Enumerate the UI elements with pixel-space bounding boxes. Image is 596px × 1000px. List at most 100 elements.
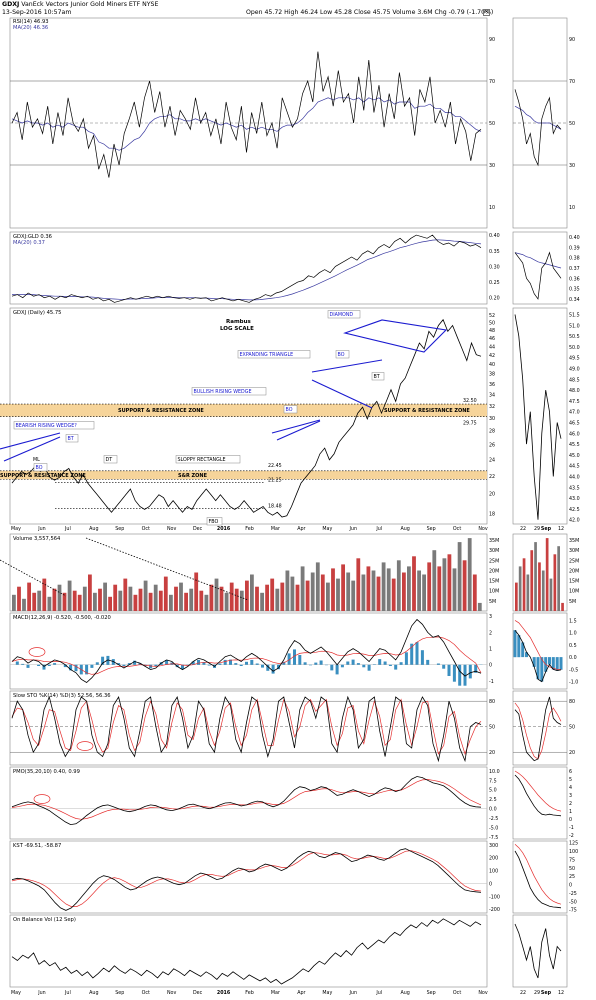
price-x-tick: Nov	[167, 526, 177, 532]
ratio-ma-legend: MA(20) 0.37	[13, 240, 45, 246]
macd-histogram-bar	[293, 649, 296, 665]
macd-histogram-bar	[426, 659, 430, 665]
inset-kst-axis-tick: -25	[569, 891, 577, 897]
pmo-axis-tick: 5.0	[489, 788, 497, 794]
inset-macd-signal-line	[514, 620, 561, 670]
macd-histogram-bar	[191, 661, 195, 665]
macd-histogram-bar	[303, 662, 307, 665]
price-x-tick: 2016	[217, 526, 231, 532]
inset-x-tick: 22	[520, 526, 526, 532]
price-axis-tick: 42	[489, 353, 495, 359]
pmo-axis-tick: -5.0	[489, 826, 498, 832]
inset-ratio-axis-tick: 0.37	[569, 266, 580, 272]
macd-axis-tick: 2	[489, 630, 492, 636]
inset-macd-histogram-bar	[559, 657, 563, 670]
inset-volume-bar	[557, 546, 560, 611]
sloppy-rectangle-label: SLOPPY RECTANGLE	[178, 457, 226, 463]
inset-volume-bar	[526, 574, 530, 611]
volume-bar	[143, 580, 148, 611]
pmo-axis-tick: 2.5	[489, 797, 497, 803]
volume-bar	[250, 574, 254, 611]
price-x-tick: Apr	[297, 526, 305, 532]
inset-rsi-axis-tick: 30	[569, 163, 575, 169]
ohlc-readout: Open 45.72 High 46.24 Low 45.28 Close 45…	[246, 9, 494, 16]
ratio-axis-tick: 0.20	[489, 296, 500, 302]
price-axis-tick: 38	[489, 372, 495, 378]
volume-bar	[320, 574, 325, 611]
diamond-pattern	[343, 319, 448, 353]
inset-pmo-axis-tick: 1	[569, 809, 572, 815]
volume-bar	[209, 584, 214, 611]
volume-bar	[396, 560, 401, 611]
macd-axis-tick: 0	[489, 663, 492, 669]
kst-axis-tick: 300	[489, 843, 498, 849]
inset-volume-bar	[534, 542, 537, 611]
volume-axis-tick: 20M	[489, 568, 499, 574]
inset-pmo-axis-tick: 4	[569, 785, 572, 791]
inset-rsi-axis-tick: 10	[569, 205, 575, 211]
inset-sto-k-line	[514, 696, 562, 762]
macd-histogram-bar	[149, 664, 153, 669]
inset-volume-bar	[549, 578, 553, 611]
inset-x-tick: 12	[558, 526, 564, 532]
inset-volume-axis-tick: 15M	[569, 579, 579, 585]
inset-macd-histogram-bar	[525, 652, 528, 658]
inset-obv-line	[514, 923, 562, 979]
inset-macd-histogram-bar	[551, 657, 555, 670]
rsi-axis-tick: 70	[489, 79, 495, 85]
close-icon[interactable]: ×	[483, 9, 490, 16]
ml-label: ML	[33, 457, 40, 463]
macd-histogram-bar	[314, 662, 318, 665]
volume-bar	[204, 594, 209, 611]
macd-histogram-bar	[282, 661, 286, 665]
volume-bar	[407, 566, 411, 611]
volume-bar	[128, 586, 133, 611]
kst-line	[11, 848, 482, 911]
inset-kst-axis-tick: 100	[569, 849, 578, 855]
inset-x-tick: 29	[534, 526, 540, 532]
volume-bar	[432, 550, 437, 611]
volume-bar	[290, 576, 295, 611]
inset-price-axis-tick: 43.5	[569, 485, 580, 491]
volume-bar	[88, 574, 92, 611]
volume-bar	[310, 572, 315, 611]
price-axis-tick: 32	[489, 404, 495, 410]
inset-macd-histogram-bar	[548, 657, 551, 665]
volume-bar	[67, 580, 72, 611]
macd-histogram-bar	[117, 663, 121, 665]
price-x-tick: Jul	[64, 526, 71, 532]
macd-histogram-bar	[340, 664, 344, 668]
volume-bar	[138, 588, 143, 611]
volume-bar	[153, 584, 158, 611]
volume-bar	[346, 572, 351, 611]
inset-macd-axis-tick: -1.0	[569, 680, 578, 686]
support-resistance-zone	[0, 470, 487, 480]
volume-bar	[376, 576, 381, 611]
macd-histogram-bar	[362, 664, 366, 668]
volume-bar	[57, 584, 62, 611]
macd-histogram-bar	[309, 664, 312, 666]
price-axis-tick: 48	[489, 328, 495, 334]
obv-x-tick: Jul	[375, 990, 382, 996]
breakout-label-box	[335, 350, 350, 359]
volume-bar	[118, 590, 123, 611]
volume-bar	[275, 588, 280, 611]
inset-price-axis-tick: 42.0	[569, 518, 580, 524]
pmo-panel-inset-frame	[512, 766, 568, 840]
rsi-axis-tick: 10	[489, 205, 495, 211]
inset-rsi-axis-tick: 70	[569, 79, 575, 85]
obv-x-tick: Oct	[453, 990, 461, 996]
price-axis-tick: 52	[489, 313, 495, 319]
pmo-axis-tick: 0.0	[489, 807, 497, 813]
sto-highlight-circle	[76, 741, 94, 751]
price-axis-tick: 46	[489, 336, 495, 342]
obv-x-tick: Aug	[400, 990, 409, 996]
inset-volume-axis-tick: 25M	[569, 558, 579, 564]
inset-x-tick: Sep	[541, 526, 552, 532]
pmo-legend: PMO(35,20,10) 0.40, 0.99	[13, 769, 80, 775]
price-level-label: 18.48	[268, 503, 282, 509]
breakout-label: BO	[338, 352, 345, 358]
macd-histogram-bar	[346, 661, 350, 665]
expanding-triangle-upper-line	[311, 359, 383, 373]
volume-bar	[229, 582, 234, 611]
